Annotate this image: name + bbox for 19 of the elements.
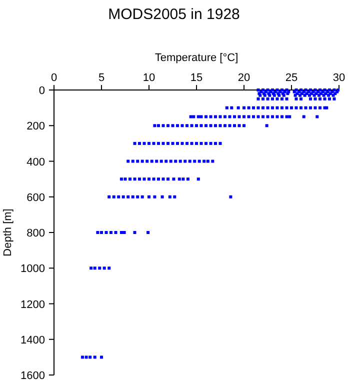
y-tick-label: 1000 — [20, 263, 45, 276]
x-axis-title: Temperature [°C] — [154, 52, 238, 64]
y-tick-label: 1600 — [20, 370, 45, 382]
chart-title: MODS2005 in 1928 — [108, 6, 240, 23]
x-tick-label: 30 — [332, 72, 346, 84]
y-tick-label: 600 — [26, 192, 45, 204]
x-tick-label: 0 — [50, 72, 58, 84]
y-tick-label: 800 — [26, 228, 45, 240]
x-tick-label: 5 — [98, 72, 105, 84]
y-tick-label: 200 — [26, 120, 45, 133]
x-tick-label: 15 — [190, 72, 203, 84]
x-tick-label: 25 — [285, 72, 298, 84]
y-tick-label: 0 — [38, 85, 45, 97]
y-tick-label: 400 — [26, 156, 45, 168]
x-tick-label: 20 — [238, 72, 250, 84]
y-tick-label: 1400 — [20, 334, 45, 346]
x-tick-label: 10 — [142, 72, 156, 84]
y-tick-label: 1200 — [20, 298, 45, 311]
y-axis-title: Depth [m] — [2, 208, 14, 256]
